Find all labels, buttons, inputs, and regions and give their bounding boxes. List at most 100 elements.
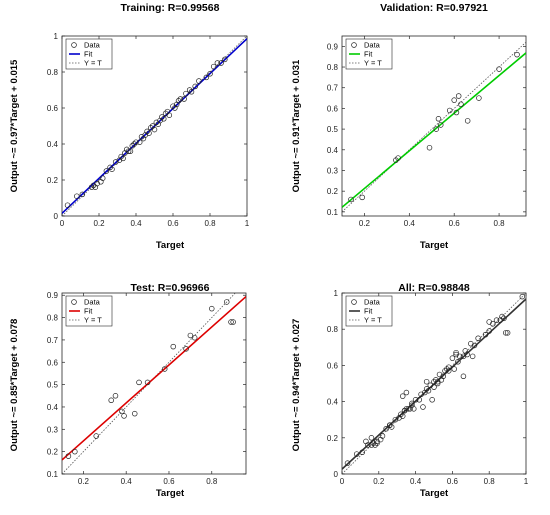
all-data-point [493, 317, 500, 323]
all-data-point [388, 424, 395, 430]
training-panel: Training: R=0.99568 Target Output ~= 0.9… [9, 2, 250, 251]
test-y-tick-label: 0.4 [47, 403, 59, 412]
test-ylabel: Output ~= 0.85*Target + 0.078 [9, 319, 20, 452]
validation-data-point [446, 107, 453, 114]
test-panel: Test: R=0.96966 Target Output ~= 0.85*Ta… [9, 282, 247, 499]
test-data-point [121, 413, 127, 419]
training-y-tick-label: 0.4 [47, 140, 59, 149]
test-points [65, 299, 236, 459]
training-data-point [146, 130, 152, 136]
all-x-tick-label: 1 [524, 477, 529, 486]
all-data-point [451, 366, 457, 372]
training-y-tick-label: 1 [54, 32, 59, 41]
training-legend-label-fit: Fit [84, 50, 93, 59]
validation-data-point [426, 144, 433, 151]
validation-legend-label-fit: Fit [364, 50, 373, 59]
all-data-point [359, 449, 365, 456]
validation-y-tick-label: 0.7 [327, 84, 339, 93]
test-legend-label-fit: Fit [84, 307, 93, 316]
all-x-tick-label: 0.4 [410, 477, 422, 486]
test-data-point [72, 448, 78, 455]
validation-legend-data-marker [351, 42, 357, 48]
training-data-point [210, 63, 217, 70]
training-title: Training: R=0.99568 [121, 2, 220, 14]
validation-data-point [496, 66, 502, 72]
test-y-tick-label: 0.2 [47, 448, 59, 457]
test-data-point [112, 393, 119, 399]
all-data-point [460, 373, 467, 380]
all-data-point [504, 330, 511, 336]
validation-data-point [437, 122, 444, 128]
all-data-point [425, 387, 432, 394]
all-data-point [403, 389, 410, 396]
all-data-point [411, 406, 417, 412]
all-data-point [374, 440, 380, 446]
all-data-point [471, 342, 478, 349]
training-data-point [131, 141, 137, 147]
test-y-tick-label: 0.7 [47, 336, 59, 345]
validation-data-point [451, 97, 457, 103]
training-data-point [120, 155, 126, 162]
training-legend-label-identity: Y = T [84, 59, 102, 68]
training-y-tick-label: 0.8 [47, 68, 59, 77]
all-data-point [429, 397, 435, 403]
all-data-point [398, 411, 404, 418]
all-data-point [412, 397, 419, 403]
all-y-tick-label: 0 [334, 470, 339, 479]
training-x-tick-label: 0.4 [130, 219, 142, 228]
all-y-ticks: 0 0.2 0.4 0.6 0.8 1 [327, 289, 526, 479]
all-legend-label-fit: Fit [364, 307, 373, 316]
test-data-point [183, 346, 189, 352]
all-data-point [416, 397, 423, 403]
training-data-point [79, 191, 86, 198]
all-data-point [457, 353, 463, 360]
all-x-tick-label: 0.6 [447, 477, 459, 486]
validation-x-tick-label: 0.8 [494, 219, 506, 228]
all-x-tick-label: 0.8 [484, 477, 496, 486]
validation-legend-label-identity: Y = T [364, 59, 382, 68]
all-x-ticks: 0 0.2 0.4 0.6 0.8 1 [340, 293, 529, 486]
test-xlabel: Target [156, 488, 185, 499]
all-ylabel: Output ~= 0.94*Target + 0.027 [291, 319, 302, 452]
test-x-tick-label: 0.4 [121, 477, 133, 486]
all-legend-label-data: Data [364, 298, 381, 307]
training-data-point [177, 96, 184, 102]
all-data-point [445, 364, 452, 370]
test-data-point [228, 319, 234, 325]
training-data-point [88, 184, 95, 190]
all-x-tick-label: 0 [340, 477, 345, 486]
training-data-point [144, 128, 150, 135]
validation-data-point [395, 155, 401, 161]
training-data-point [207, 71, 213, 77]
validation-data-point [455, 93, 462, 99]
training-data-point [186, 87, 193, 93]
validation-x-tick-label: 0.6 [449, 219, 461, 228]
all-data-point [444, 366, 450, 372]
all-data-point [399, 393, 406, 399]
test-data-point [161, 366, 168, 372]
training-x-ticks: 0 0.2 0.4 0.6 0.8 1 [60, 36, 250, 228]
test-y-tick-label: 0.5 [47, 381, 59, 390]
training-y-ticks: 0 0.2 0.4 0.6 0.8 1 [47, 32, 247, 221]
validation-y-tick-label: 0.9 [327, 42, 339, 51]
training-data-point [203, 74, 210, 81]
training-data-point [159, 114, 165, 120]
all-data-point [403, 406, 410, 412]
all-data-point [353, 451, 360, 457]
test-legend-label-data: Data [84, 298, 101, 307]
validation-y-tick-label: 0.3 [327, 166, 339, 175]
validation-points [348, 51, 520, 203]
all-data-point [475, 335, 481, 342]
validation-data-point [514, 51, 520, 58]
all-y-tick-label: 0.4 [327, 398, 339, 407]
all-panel: All: R=0.98848 Target Output ~= 0.94*Tar… [291, 282, 529, 499]
all-data-point [445, 368, 452, 374]
training-y-tick-label: 0.6 [47, 104, 59, 113]
test-data-point [191, 334, 198, 341]
test-y-ticks: 0.1 0.2 0.3 0.4 0.5 0.6 0.7 0.8 0.9 [47, 291, 246, 479]
validation-ylabel: Output ~= 0.91*Target + 0.031 [291, 59, 302, 192]
all-data-point [423, 386, 430, 392]
training-data-point [222, 56, 228, 63]
